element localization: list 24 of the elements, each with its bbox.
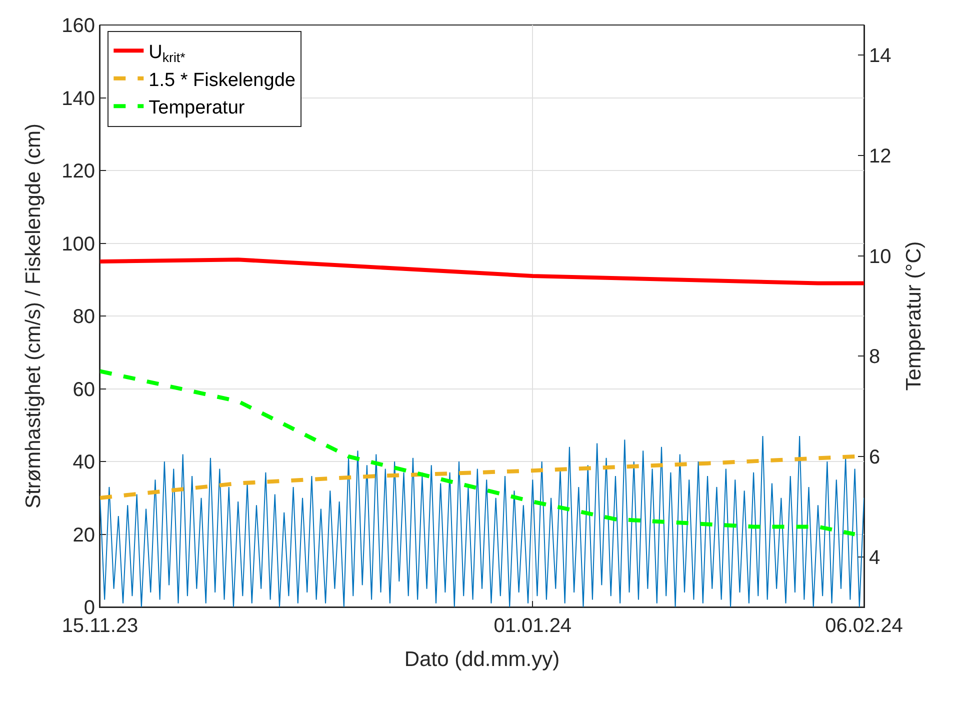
line-series: [100, 258, 864, 286]
y-tick-label: 60: [72, 378, 95, 401]
y-tick-label: 160: [62, 15, 95, 37]
y2-tick-label: 10: [869, 246, 892, 268]
y2-tick-label: 8: [869, 346, 880, 368]
y-axis-title: Strømhastighet (cm/s) / Fiskelengde (cm): [22, 123, 45, 509]
legend-label: 1.5 * Fiskelengde: [148, 70, 296, 91]
y-tick-label: 120: [62, 160, 95, 182]
y-tick-label: 140: [62, 88, 95, 110]
legend-label: U$_{krit*}$: [148, 42, 186, 66]
y-tick-label: 100: [62, 233, 95, 256]
y-tick-label: 20: [72, 524, 95, 546]
x-tick-label: 01.01.24: [494, 615, 572, 637]
y-tick-label: 40: [72, 452, 95, 474]
x-tick-label: 06.02.24: [825, 615, 903, 637]
y-tick-label: 80: [72, 306, 95, 328]
y2-tick-label: 12: [869, 145, 892, 168]
y2-tick-label: 14: [869, 45, 892, 68]
legend-label: Temperatur: [148, 97, 246, 118]
y2-tick-label: 6: [869, 446, 880, 468]
line-series: [100, 369, 857, 536]
x-axis-title: Dato (dd.mm.yy): [404, 648, 560, 672]
y2-axis-title: Temperatur (°C): [902, 241, 926, 391]
y2-tick-label: 4: [869, 546, 880, 569]
